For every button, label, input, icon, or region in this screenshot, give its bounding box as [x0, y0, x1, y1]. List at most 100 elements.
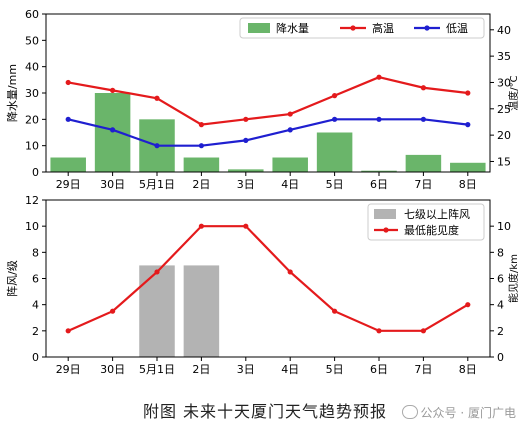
ytick-left-label-1-0: 0	[32, 351, 39, 364]
point-0-1-0	[65, 116, 71, 122]
xtick-label-0-3: 2日	[192, 178, 210, 191]
bar-0-6	[316, 132, 353, 172]
ytick-left-label-1-12: 12	[25, 194, 39, 207]
bar-0-3	[183, 157, 220, 172]
xtick-label-1-4: 3日	[237, 363, 255, 376]
xtick-label-1-3: 2日	[192, 363, 210, 376]
bar-0-7	[361, 170, 397, 172]
xtick-label-0-7: 6日	[370, 178, 388, 191]
point-1-0-6	[332, 308, 338, 314]
series-line-0-1	[67, 118, 468, 147]
point-0-0-8	[420, 85, 426, 91]
xtick-label-0-5: 4日	[281, 178, 299, 191]
bar-0-8	[405, 154, 442, 172]
ytick-right-label-0-30: 30	[497, 76, 511, 89]
ytick-left-label-0-0: 0	[32, 166, 39, 179]
bar-0-4	[228, 169, 264, 172]
ytick-left-label-1-8: 8	[32, 246, 39, 259]
ytick-right-label-0-25: 25	[497, 103, 511, 116]
point-1-0-7	[376, 328, 382, 334]
point-0-0-0	[65, 79, 71, 86]
ytick-left-label-0-20: 20	[25, 113, 39, 126]
point-0-1-8	[420, 116, 426, 122]
legend-marker-0-1	[350, 25, 356, 31]
ytick-right-label-0-40: 40	[497, 24, 511, 37]
point-0-0-2	[154, 95, 160, 101]
ytick-left-label-1-4: 4	[32, 299, 39, 312]
xtick-label-1-6: 5日	[326, 363, 344, 376]
ytick-right-label-0-35: 35	[497, 50, 511, 63]
legend-marker-1-1	[383, 227, 389, 233]
point-1-0-4	[243, 223, 249, 229]
point-1-0-0	[65, 328, 71, 334]
xtick-label-0-4: 3日	[237, 178, 255, 191]
ytick-left-label-0-50: 50	[25, 34, 39, 47]
bar-0-1	[94, 93, 131, 172]
figure-caption: 附图 未来十天厦门天气趋势预报	[142, 402, 388, 421]
point-0-1-6	[332, 116, 338, 122]
legend-label-1-0: 七级以上阵风	[404, 207, 470, 221]
point-1-0-3	[198, 223, 204, 229]
bar-0-9	[450, 162, 486, 172]
point-0-1-9	[465, 122, 471, 128]
point-0-1-1	[110, 127, 116, 133]
watermark: 公众号 · 厦门广电	[401, 404, 516, 421]
ytick-left-label-1-10: 10	[25, 220, 39, 233]
point-0-0-7	[376, 74, 382, 80]
xtick-label-1-7: 6日	[370, 363, 388, 376]
legend-swatch-1-0	[374, 209, 396, 219]
point-0-0-5	[287, 111, 293, 117]
point-0-0-6	[332, 93, 338, 99]
xtick-label-1-9: 8日	[459, 363, 477, 376]
series-line-0-0	[68, 76, 468, 126]
ylabel-left-1: 阵风/级	[5, 260, 19, 297]
xtick-label-0-8: 7日	[414, 178, 432, 191]
point-1-0-8	[420, 328, 426, 334]
xtick-label-1-5: 4日	[281, 363, 299, 376]
xtick-label-1-8: 7日	[414, 363, 432, 376]
ytick-right-label-1-8: 8	[497, 246, 504, 259]
xtick-label-1-0: 29日	[56, 363, 81, 376]
bar-0-0	[50, 157, 86, 172]
point-0-1-7	[376, 116, 382, 122]
ytick-left-label-0-30: 30	[25, 87, 39, 100]
ylabel-right-0: 温度/°C	[507, 75, 520, 110]
ylabel-right-1: 能见度/km	[507, 254, 520, 303]
legend-label-0-2: 低温	[446, 22, 468, 35]
bar-0-5	[272, 157, 308, 172]
xtick-label-0-2: 5月1日	[139, 178, 175, 191]
point-1-0-9	[465, 302, 471, 308]
ylabel-left-0: 降水量/mm	[5, 64, 19, 122]
ytick-right-label-0-20: 20	[497, 129, 511, 142]
legend-label-1-1: 最低能见度	[404, 223, 459, 237]
ytick-left-label-1-6: 6	[32, 273, 39, 286]
point-1-0-2	[154, 269, 160, 275]
wechat-icon	[401, 405, 418, 419]
ytick-right-label-1-6: 6	[497, 273, 504, 286]
legend-marker-0-2	[424, 25, 430, 31]
point-0-1-5	[287, 127, 293, 133]
point-0-0-4	[243, 116, 249, 122]
point-0-0-3	[198, 122, 204, 128]
bar-1-2	[139, 265, 175, 357]
ytick-right-label-1-10: 10	[497, 220, 511, 233]
legend-label-0-1: 高温	[372, 21, 394, 35]
xtick-label-0-9: 8日	[459, 178, 477, 191]
legend-swatch-0-0	[248, 23, 270, 33]
ytick-right-label-0-15: 15	[497, 155, 511, 168]
xtick-label-0-6: 5日	[326, 178, 344, 191]
ytick-left-label-0-10: 10	[25, 140, 39, 153]
point-1-0-5	[287, 269, 293, 275]
ytick-left-label-0-60: 60	[25, 8, 39, 21]
xtick-label-1-1: 30日	[100, 363, 125, 376]
ytick-left-label-1-2: 2	[32, 325, 39, 338]
ytick-right-label-1-0: 0	[497, 351, 504, 364]
point-0-1-2	[154, 143, 160, 149]
bar-1-3	[183, 265, 220, 357]
ytick-right-label-1-2: 2	[497, 325, 504, 338]
ytick-left-label-0-40: 40	[25, 61, 39, 74]
xtick-label-0-0: 29日	[56, 178, 81, 191]
point-0-0-9	[465, 90, 471, 96]
point-1-0-1	[110, 308, 116, 314]
